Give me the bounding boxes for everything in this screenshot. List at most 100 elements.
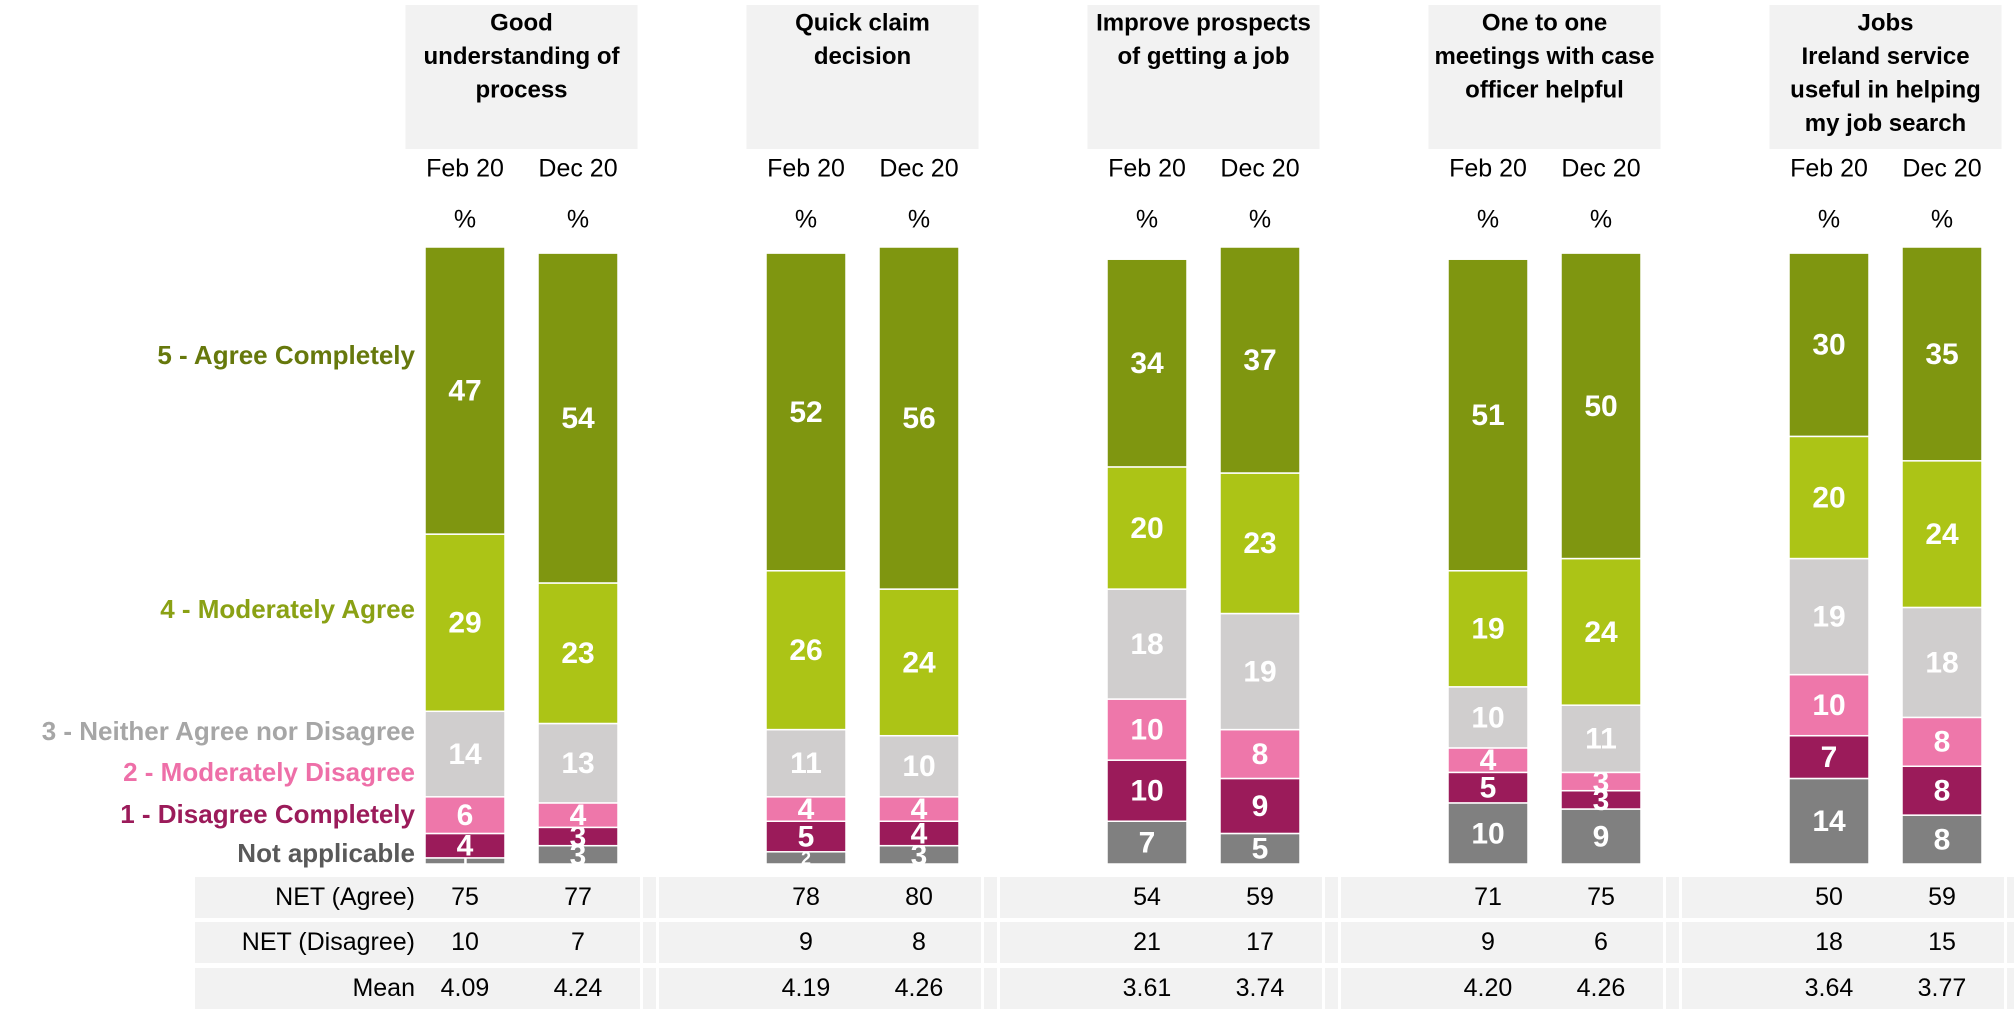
table-gap bbox=[640, 922, 643, 963]
unit-label: % bbox=[908, 206, 930, 234]
bar-segment bbox=[537, 802, 619, 829]
header-box bbox=[1087, 5, 1320, 149]
table-gap bbox=[1338, 877, 1341, 918]
table-cell: 59 bbox=[1246, 883, 1274, 911]
table-gap bbox=[981, 968, 984, 1009]
bar-segment bbox=[878, 588, 960, 737]
value-label: 26 bbox=[789, 634, 822, 667]
value-label: 8 bbox=[1252, 738, 1269, 771]
bar-segment bbox=[1788, 734, 1870, 780]
value-label: 8 bbox=[1934, 775, 1951, 808]
group-title: understanding of bbox=[424, 43, 621, 70]
table-gap bbox=[656, 922, 659, 963]
bar-segment bbox=[1901, 765, 1983, 816]
bar-segment bbox=[1788, 557, 1870, 676]
value-label: 3 bbox=[570, 839, 587, 872]
table-cell: 50 bbox=[1815, 883, 1843, 911]
bar-segment bbox=[424, 710, 506, 798]
table-gap bbox=[2004, 922, 2007, 963]
header-box bbox=[405, 5, 638, 149]
value-label: 51 bbox=[1471, 399, 1504, 432]
table-gap bbox=[1679, 877, 1682, 918]
header-box bbox=[1428, 5, 1661, 149]
bar-segment bbox=[1219, 612, 1301, 731]
unit-label: % bbox=[1136, 206, 1158, 234]
value-label: 7 bbox=[1139, 827, 1156, 860]
group-title: Jobs bbox=[1857, 9, 1913, 36]
bar-segment bbox=[1447, 570, 1529, 688]
table-cell: 6 bbox=[1594, 928, 1608, 956]
group-title: Good bbox=[490, 9, 553, 36]
bar-segment bbox=[1560, 252, 1642, 560]
table-cell: 3.64 bbox=[1805, 974, 1854, 1002]
unit-label: % bbox=[1931, 206, 1953, 234]
table-row bbox=[195, 877, 2014, 918]
bar-segment bbox=[1106, 588, 1188, 700]
table-cell: 10 bbox=[451, 928, 479, 956]
value-label: 18 bbox=[1130, 628, 1163, 661]
value-label: 19 bbox=[1471, 613, 1504, 646]
legend-label: Not applicable bbox=[237, 838, 415, 868]
value-label: 4 bbox=[911, 817, 928, 850]
group-title: Quick claim bbox=[795, 9, 930, 36]
table-cell: 3.77 bbox=[1918, 974, 1967, 1002]
table-gap bbox=[1679, 922, 1682, 963]
value-label: 4 bbox=[1480, 744, 1497, 777]
table-gap bbox=[1679, 968, 1682, 1009]
table-cell: 4.09 bbox=[441, 974, 490, 1002]
table-gap bbox=[1322, 877, 1325, 918]
bar-segment bbox=[1901, 716, 1983, 768]
value-label: 37 bbox=[1243, 344, 1276, 377]
table-cell: 59 bbox=[1928, 883, 1956, 911]
bar-segment bbox=[1106, 820, 1188, 865]
table-gap bbox=[640, 968, 643, 1009]
x-tick-label: Dec 20 bbox=[1561, 155, 1640, 183]
table-cell: 77 bbox=[564, 883, 592, 911]
bar-segment bbox=[424, 246, 506, 535]
value-label: 7 bbox=[1821, 741, 1838, 774]
table-gap bbox=[981, 922, 984, 963]
value-label: 13 bbox=[561, 747, 594, 780]
bar-segment bbox=[1560, 808, 1642, 865]
table-cell: 80 bbox=[905, 883, 933, 911]
unit-label: % bbox=[1818, 206, 1840, 234]
value-label: 29 bbox=[448, 607, 481, 640]
value-label: 4 bbox=[457, 830, 474, 863]
value-label: 19 bbox=[1243, 655, 1276, 688]
table-row bbox=[195, 968, 2014, 1009]
group-title: Improve prospects bbox=[1096, 9, 1311, 36]
bar-segment bbox=[537, 252, 619, 584]
x-tick-label: Feb 20 bbox=[426, 155, 504, 183]
group-title: of getting a job bbox=[1118, 43, 1290, 70]
group-title: One to one bbox=[1482, 9, 1607, 36]
value-label: 11 bbox=[790, 747, 822, 780]
x-tick-label: Feb 20 bbox=[1790, 155, 1868, 183]
value-label: 3 bbox=[911, 839, 928, 872]
bar-segment bbox=[1788, 435, 1870, 560]
bar-segment bbox=[1901, 606, 1983, 719]
table-gap bbox=[1322, 922, 1325, 963]
value-label: 10 bbox=[1471, 817, 1504, 850]
bar-segment bbox=[1447, 686, 1529, 749]
value-label: 2 bbox=[801, 849, 811, 869]
group-title: process bbox=[475, 76, 567, 103]
value-label: 6 bbox=[457, 799, 474, 832]
bar-segment bbox=[537, 582, 619, 725]
legend-label: 2 - Moderately Disagree bbox=[123, 757, 415, 787]
unit-label: % bbox=[567, 206, 589, 234]
x-tick-label: Feb 20 bbox=[1108, 155, 1186, 183]
value-label: 10 bbox=[1471, 701, 1504, 734]
unit-label: % bbox=[454, 206, 476, 234]
table-cell: 4.19 bbox=[782, 974, 831, 1002]
value-label: 23 bbox=[561, 637, 594, 670]
table-gap bbox=[2004, 968, 2007, 1009]
value-label: 52 bbox=[789, 396, 822, 429]
table-gap bbox=[1663, 968, 1666, 1009]
value-label: 1 bbox=[460, 852, 470, 872]
x-tick-label: Feb 20 bbox=[1449, 155, 1527, 183]
value-label: 47 bbox=[448, 374, 481, 407]
value-label: 10 bbox=[902, 750, 935, 783]
table-cell: 4.20 bbox=[1464, 974, 1513, 1002]
x-tick-label: Dec 20 bbox=[538, 155, 617, 183]
